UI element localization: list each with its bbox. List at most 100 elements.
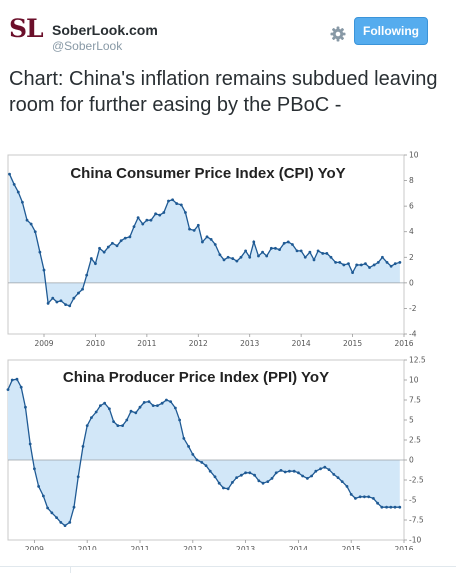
ppi-data-point — [349, 493, 353, 496]
account-handle[interactable]: @SoberLook — [52, 39, 123, 53]
ppi-data-point — [76, 475, 80, 479]
ppi-data-point — [125, 418, 129, 422]
ppi-data-point — [46, 506, 49, 510]
cpi-x-tick-label: 2011 — [137, 339, 156, 348]
cpi-data-point — [295, 249, 299, 253]
ppi-data-point — [182, 437, 186, 440]
cpi-data-point — [149, 218, 153, 222]
ppi-y-tick-label: -10 — [409, 536, 421, 545]
cpi-data-point — [286, 240, 290, 244]
ppi-data-point — [15, 377, 19, 381]
ppi-y-tick-label: -7.5 — [409, 516, 424, 525]
account-logo[interactable]: SL — [9, 14, 44, 43]
cpi-data-point — [265, 254, 269, 258]
ppi-data-point — [261, 481, 265, 485]
cpi-data-point — [312, 258, 316, 262]
ppi-data-point — [235, 476, 239, 479]
cpi-data-point — [128, 235, 132, 239]
cpi-data-point — [179, 203, 183, 207]
ppi-data-point — [200, 461, 204, 464]
cpi-data-point — [257, 254, 260, 258]
ppi-data-point — [336, 476, 340, 479]
ppi-data-point — [217, 481, 221, 485]
cpi-data-point — [132, 225, 136, 228]
cpi-data-point — [338, 261, 342, 264]
ppi-x-tick-label: 2009 — [25, 545, 44, 550]
ppi-y-tick-label: 12.5 — [409, 356, 426, 365]
cpi-data-point — [364, 262, 367, 266]
cpi-data-point — [393, 262, 397, 266]
ppi-data-point — [19, 385, 23, 389]
cpi-data-point — [8, 172, 11, 176]
ppi-x-tick-label: 2014 — [289, 545, 308, 550]
ppi-data-point — [363, 495, 366, 499]
ppi-data-point — [340, 480, 344, 483]
ppi-x-tick-label: 2016 — [394, 545, 413, 550]
cpi-x-tick-label: 2016 — [394, 339, 413, 348]
ppi-data-point — [63, 524, 67, 527]
ppi-data-point — [222, 486, 225, 490]
ppi-data-point — [178, 418, 182, 422]
ppi-data-point — [376, 501, 379, 505]
cpi-data-point — [274, 246, 277, 250]
ppi-y-tick-label: -2.5 — [409, 476, 424, 485]
cpi-data-point — [16, 190, 20, 194]
cpi-y-tick-label: 10 — [409, 151, 419, 160]
ppi-data-point — [85, 424, 89, 427]
ppi-y-tick-label: 2.5 — [409, 436, 421, 445]
cpi-data-point — [94, 262, 97, 266]
footer-divider — [0, 566, 456, 567]
ppi-data-point — [208, 469, 212, 473]
tweet-header: SL SoberLook.com @SoberLook Following — [0, 0, 456, 60]
cpi-data-point — [329, 255, 333, 259]
cpi-data-point — [278, 248, 281, 252]
cpi-data-point — [68, 304, 72, 308]
cpi-data-point — [347, 262, 350, 266]
cpi-data-point — [72, 296, 76, 300]
cpi-data-point — [355, 263, 359, 267]
gear-icon[interactable] — [328, 24, 348, 44]
cpi-data-point — [102, 250, 106, 254]
cpi-data-point — [299, 249, 303, 253]
cpi-data-point — [85, 273, 89, 277]
cpi-x-tick-label: 2013 — [240, 339, 259, 348]
following-button[interactable]: Following — [354, 17, 428, 45]
ppi-data-point — [138, 405, 142, 409]
cpi-data-point — [381, 255, 384, 259]
cpi-data-point — [38, 250, 42, 254]
ppi-y-tick-label: 10 — [409, 376, 419, 385]
ppi-data-point — [195, 458, 199, 462]
ppi-data-point — [389, 505, 393, 509]
ppi-chart-svg: 12.5 10 7.5 5 2.5 0 -2.5 -5 -7.5 -10 2009 2010 2011 2… — [6, 356, 426, 554]
ppi-data-point — [94, 410, 98, 414]
ppi-data-point — [283, 470, 287, 474]
ppi-data-point — [231, 481, 234, 484]
ppi-data-point — [213, 475, 217, 479]
cpi-data-point — [141, 222, 145, 226]
cpi-data-point — [162, 211, 166, 214]
ppi-data-point — [354, 497, 357, 500]
ppi-data-point — [121, 424, 124, 427]
ppi-data-point — [151, 404, 155, 407]
ppi-data-point — [169, 400, 173, 403]
ppi-data-point — [244, 471, 248, 475]
account-name[interactable]: SoberLook.com — [52, 22, 158, 38]
ppi-data-point — [90, 416, 93, 419]
ppi-y-tick-label: 5 — [409, 416, 414, 425]
cpi-data-point — [175, 202, 179, 205]
cpi-data-point — [29, 222, 33, 226]
cpi-y-tick-label: -4 — [409, 330, 417, 339]
ppi-data-point — [116, 424, 120, 427]
cpi-data-point — [154, 212, 158, 216]
ppi-data-point — [28, 442, 32, 446]
cpi-data-point — [248, 255, 252, 259]
ppi-data-point — [380, 505, 384, 509]
cpi-y-tick-label: 4 — [409, 227, 414, 236]
cpi-y-tick-label: 0 — [409, 278, 414, 287]
ppi-data-point — [165, 398, 168, 402]
ppi-data-point — [297, 471, 300, 475]
cpi-data-point — [184, 211, 187, 214]
cpi-data-point — [218, 253, 222, 257]
cpi-data-point — [368, 266, 371, 269]
cpi-x-tick-label: 2015 — [343, 339, 362, 348]
